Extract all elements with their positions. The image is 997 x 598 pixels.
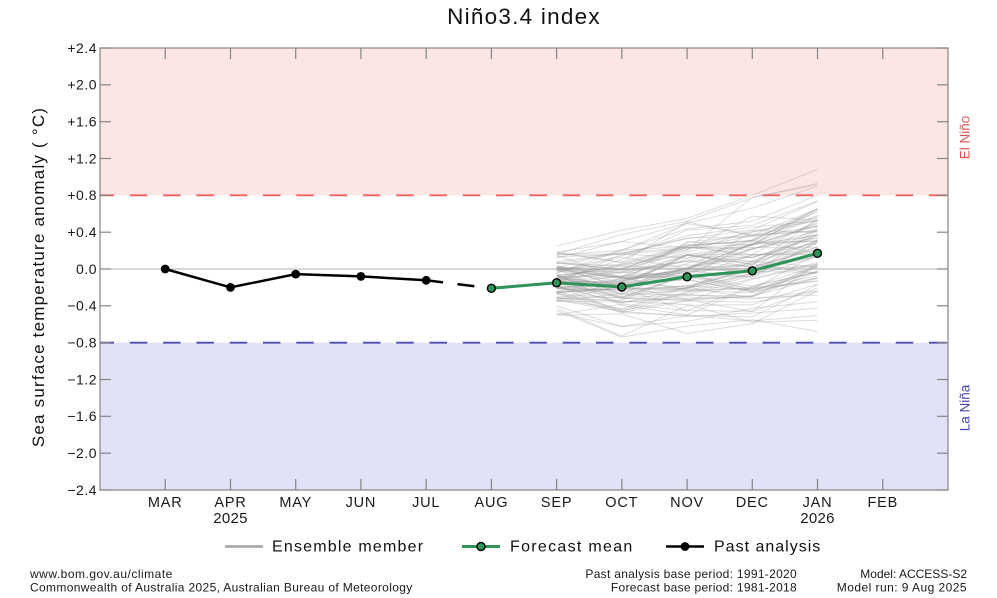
svg-text:2025: 2025 [213, 510, 248, 527]
svg-text:−0.4: −0.4 [67, 298, 97, 314]
svg-text:OCT: OCT [605, 495, 638, 511]
svg-text:SEP: SEP [541, 495, 572, 511]
svg-text:+1.6: +1.6 [67, 114, 97, 130]
svg-text:−1.2: −1.2 [67, 371, 97, 387]
svg-text:Forecast mean: Forecast mean [510, 539, 634, 556]
svg-text:Niño3.4 index: Niño3.4 index [447, 4, 601, 29]
svg-text:El Niño: El Niño [958, 116, 973, 160]
svg-text:APR: APR [214, 495, 246, 511]
svg-text:JAN: JAN [803, 495, 833, 511]
svg-text:La Niña: La Niña [958, 384, 973, 431]
svg-text:−1.6: −1.6 [67, 408, 97, 424]
svg-text:+0.4: +0.4 [67, 224, 97, 240]
svg-text:Ensemble member: Ensemble member [272, 539, 424, 556]
svg-text:+1.2: +1.2 [67, 150, 97, 166]
svg-text:DEC: DEC [736, 495, 769, 511]
svg-text:MAR: MAR [148, 495, 183, 511]
svg-text:JUL: JUL [412, 495, 440, 511]
svg-text:2026: 2026 [800, 510, 835, 527]
svg-text:www.bom.gov.au/climate: www.bom.gov.au/climate [29, 567, 173, 581]
svg-text:AUG: AUG [474, 495, 508, 511]
svg-text:Forecast base period: 1981-201: Forecast base period: 1981-2018 [611, 581, 797, 595]
svg-text:Past analysis: Past analysis [714, 539, 821, 556]
svg-text:Sea surface temperature anomal: Sea surface temperature anomaly ( °C) [29, 107, 48, 447]
svg-text:FEB: FEB [867, 495, 898, 511]
svg-text:+0.8: +0.8 [67, 187, 97, 203]
svg-text:Model run: 9 Aug 2025: Model run: 9 Aug 2025 [837, 581, 967, 595]
svg-text:−0.8: −0.8 [67, 335, 97, 351]
svg-text:MAY: MAY [279, 495, 312, 511]
svg-text:−2.0: −2.0 [67, 445, 97, 461]
svg-text:0.0: 0.0 [76, 261, 97, 277]
svg-text:+2.4: +2.4 [67, 40, 97, 56]
svg-text:−2.4: −2.4 [67, 482, 97, 498]
svg-text:JUN: JUN [346, 495, 377, 511]
svg-text:+2.0: +2.0 [67, 77, 97, 93]
svg-text:Past analysis base period: 199: Past analysis base period: 1991-2020 [585, 567, 797, 581]
svg-text:Commonwealth of Australia 2025: Commonwealth of Australia 2025, Australi… [30, 581, 413, 595]
svg-text:Model: ACCESS-S2: Model: ACCESS-S2 [860, 567, 967, 581]
svg-text:NOV: NOV [670, 495, 704, 511]
